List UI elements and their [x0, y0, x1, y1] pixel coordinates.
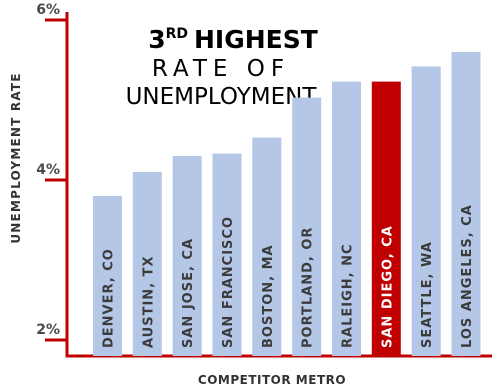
bar-category-label: PORTLAND, OR	[301, 227, 316, 348]
x-axis-label: COMPETITOR METRO	[198, 373, 346, 387]
bar-category-label: LOS ANGELES, CA	[460, 204, 475, 348]
bar-category-label: DENVER, CO	[102, 248, 117, 348]
bar-category-label: RALEIGH, NC	[341, 243, 356, 348]
bar-category-label: SEATTLE, WA	[420, 241, 435, 348]
title-rank: 3	[148, 25, 165, 54]
bar	[172, 156, 202, 356]
bar-category-label: BOSTON, MA	[261, 244, 276, 348]
bar-category-label: SAN FRANCISCO	[221, 216, 236, 348]
bar	[451, 52, 481, 356]
y-tick-label: 6%	[36, 2, 60, 18]
bar	[212, 153, 242, 356]
title-rest: HIGHEST	[194, 25, 318, 54]
bar-category-label: SAN DIEGO, CA	[380, 225, 395, 348]
bar	[93, 196, 122, 356]
bar-category-label: SAN JOSE, CA	[181, 238, 196, 348]
bar	[332, 81, 361, 356]
y-tick-label: 4%	[36, 162, 60, 178]
bar	[292, 97, 322, 356]
chart-title-line-2: RATE OF	[152, 56, 290, 82]
bar	[132, 172, 162, 356]
bar	[411, 66, 441, 357]
y-axis-label: UNEMPLOYMENT RATE	[9, 72, 23, 243]
bar	[252, 137, 282, 356]
bars: DENVER, CO AUSTIN, TX SAN JOSE, CA SAN FRAN…	[93, 52, 481, 357]
chart-title-line-1: 3RD HIGHEST	[148, 25, 318, 54]
y-tick-label: 2%	[36, 322, 60, 338]
chart-title-line-3: UNEMPLOYMENT	[126, 84, 318, 110]
bar	[371, 81, 401, 356]
bar-category-label: AUSTIN, TX	[141, 255, 156, 348]
title-rank-suffix: RD	[166, 26, 188, 42]
